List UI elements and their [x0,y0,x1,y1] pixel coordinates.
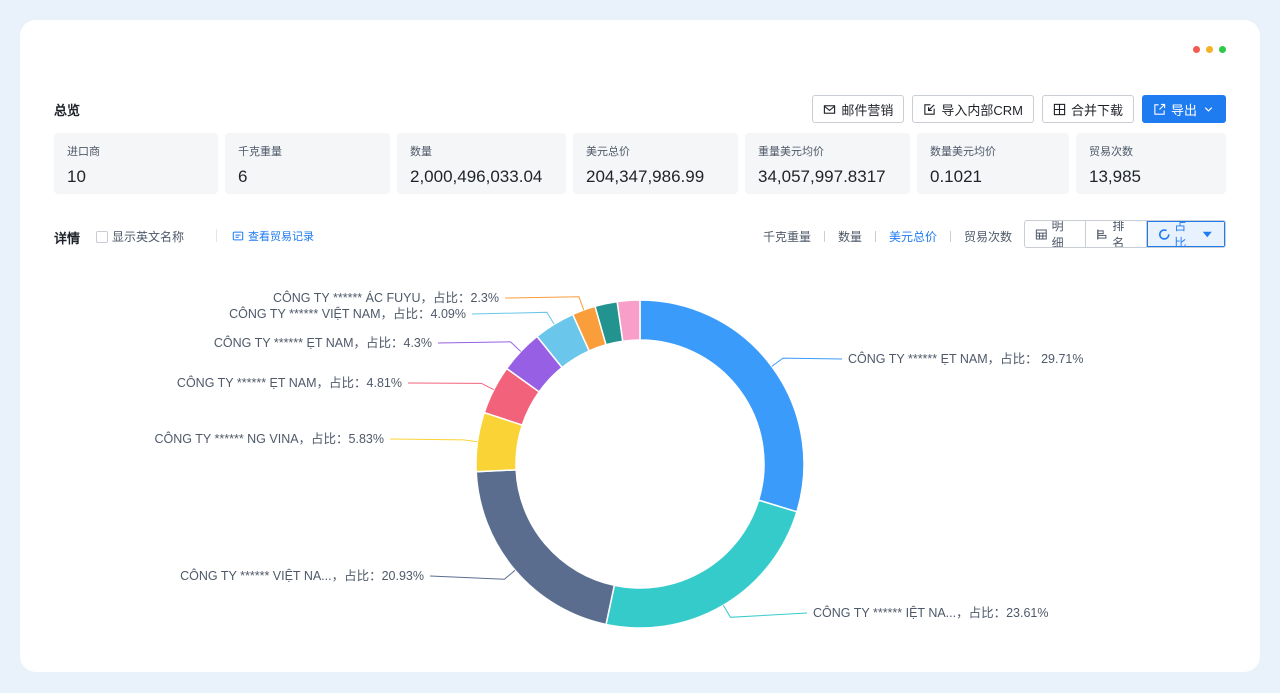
import-icon [924,103,936,115]
label-leader-line [504,296,585,311]
merge-download-button[interactable]: 合并下载 [1041,95,1134,123]
view-share-label: 占比 [1174,220,1187,248]
stat-label: 数量美元均价 [930,146,996,158]
merge-download-icon [1053,103,1066,115]
divider [875,231,877,242]
divider [216,229,217,242]
label-leader-line [407,382,495,391]
view-detail-label: 明细 [1051,220,1064,248]
trade-records-link[interactable]: 查看贸易记录 [232,228,314,244]
stat-value: 34,057,997.8317 [758,167,886,186]
divider [950,231,952,242]
mail-icon [824,104,836,114]
close-dot[interactable] [1193,46,1200,53]
detail-toolbar: 详情 显示英文名称 查看贸易记录 千克重量 数量 美元总价 贸易次数 明细 [54,220,1226,250]
stat-value: 10 [67,167,86,186]
stat-card: 进口商 10 [54,133,218,194]
donut-slice[interactable] [639,299,805,513]
view-detail-button[interactable]: 明细 [1025,221,1086,247]
donut-slice[interactable] [605,499,798,629]
view-share-button[interactable]: 占比 [1146,220,1225,248]
minimize-dot[interactable] [1206,46,1213,53]
stat-value: 6 [238,167,248,186]
label-leader-line [429,569,516,580]
stat-card: 数量美元均价 0.1021 [917,133,1069,194]
export-icon [1154,103,1166,115]
stat-value: 13,985 [1089,167,1141,186]
maximize-dot[interactable] [1219,46,1226,53]
stat-label: 数量 [410,146,432,158]
slice-label: CÔNG TY ****** ẸT NAM，占比：4.3% [214,335,432,350]
stat-label: 贸易次数 [1089,146,1133,158]
stat-card: 千克重量 6 [225,133,390,194]
view-mode-toggle: 明细 排名 占比 [1024,220,1226,248]
slice-label: CÔNG TY ****** ÁC FUYU，占比：2.3% [273,290,499,305]
slice-label: CÔNG TY ****** ẸT NAM，占比： 29.71% [848,351,1084,366]
slice-label: CÔNG TY ****** VIỆT NAM，占比：4.09% [229,306,466,321]
show-english-label: 显示英文名称 [112,230,185,244]
view-rank-button[interactable]: 排名 [1086,221,1147,247]
tab-quantity[interactable]: 数量 [838,230,863,244]
stat-value: 2,000,496,033.04 [410,167,543,186]
donut-icon [1158,228,1170,240]
view-rank-label: 排名 [1112,220,1125,248]
detail-title: 详情 [54,231,81,246]
chevron-down-icon [1204,106,1213,112]
action-toolbar: 邮件营销 导入内部CRM 合并下载 导出 [812,95,1226,123]
share-donut-chart: CÔNG TY ****** ẸT NAM，占比： 29.71% CÔNG TY … [155,290,1084,629]
stat-card: 美元总价 204,347,986.99 [573,133,738,194]
merge-download-label: 合并下载 [1070,102,1123,118]
import-crm-button[interactable]: 导入内部CRM [912,95,1034,123]
email-marketing-label: 邮件营销 [841,102,894,118]
trade-records-label: 查看贸易记录 [248,231,314,243]
checkbox-box[interactable] [96,230,108,243]
stat-value: 204,347,986.99 [586,167,705,186]
metric-tabs: 千克重量 数量 美元总价 贸易次数 [759,228,1016,245]
slice-label: CÔNG TY ****** VIỆT NA...，占比：20.93% [180,568,424,583]
tab-trade-count[interactable]: 贸易次数 [964,230,1013,244]
caret-down-icon [1203,231,1213,237]
import-crm-label: 导入内部CRM [941,102,1023,118]
table-icon [1035,229,1047,239]
stat-label: 重量美元均价 [758,146,824,158]
stat-label: 千克重量 [238,146,282,158]
overview-title: 总览 [54,103,81,118]
show-english-checkbox[interactable]: 显示英文名称 [96,228,184,245]
stat-card: 贸易次数 13,985 [1076,133,1226,194]
export-button[interactable]: 导出 [1141,95,1226,123]
export-label: 导出 [1170,102,1197,118]
main-panel: 总览 邮件营销 导入内部CRM 合并下载 导出 进口商 10 千克重量 6 [20,20,1260,672]
stat-card: 数量 2,000,496,033.04 [397,133,566,194]
label-leader-line [722,604,808,618]
label-leader-line [437,341,522,352]
stats-row: 进口商 10 千克重量 6 数量 2,000,496,033.04 美元总价 2… [54,133,1226,194]
donut-slice[interactable] [616,299,641,343]
label-leader-line [389,438,478,443]
stat-card: 重量美元均价 34,057,997.8317 [745,133,910,194]
slice-label: CÔNG TY ****** ẸT NAM，占比：4.81% [177,375,402,390]
stat-label: 进口商 [67,146,100,158]
divider [824,231,826,242]
label-leader-line [771,357,843,367]
record-icon [232,231,244,241]
window-controls [1193,46,1226,53]
label-leader-line [471,311,555,325]
slice-label: CÔNG TY ****** IỆT NA...，占比：23.61% [813,605,1049,620]
tab-weight-kg[interactable]: 千克重量 [763,230,812,244]
stat-value: 0.1021 [930,167,982,186]
donut-slice[interactable] [475,469,616,626]
rank-icon [1097,229,1107,239]
slice-label: CÔNG TY ****** NG VINA，占比：5.83% [155,431,384,446]
stat-label: 美元总价 [586,146,630,158]
tab-total-usd[interactable]: 美元总价 [889,230,938,244]
email-marketing-button[interactable]: 邮件营销 [812,95,905,123]
